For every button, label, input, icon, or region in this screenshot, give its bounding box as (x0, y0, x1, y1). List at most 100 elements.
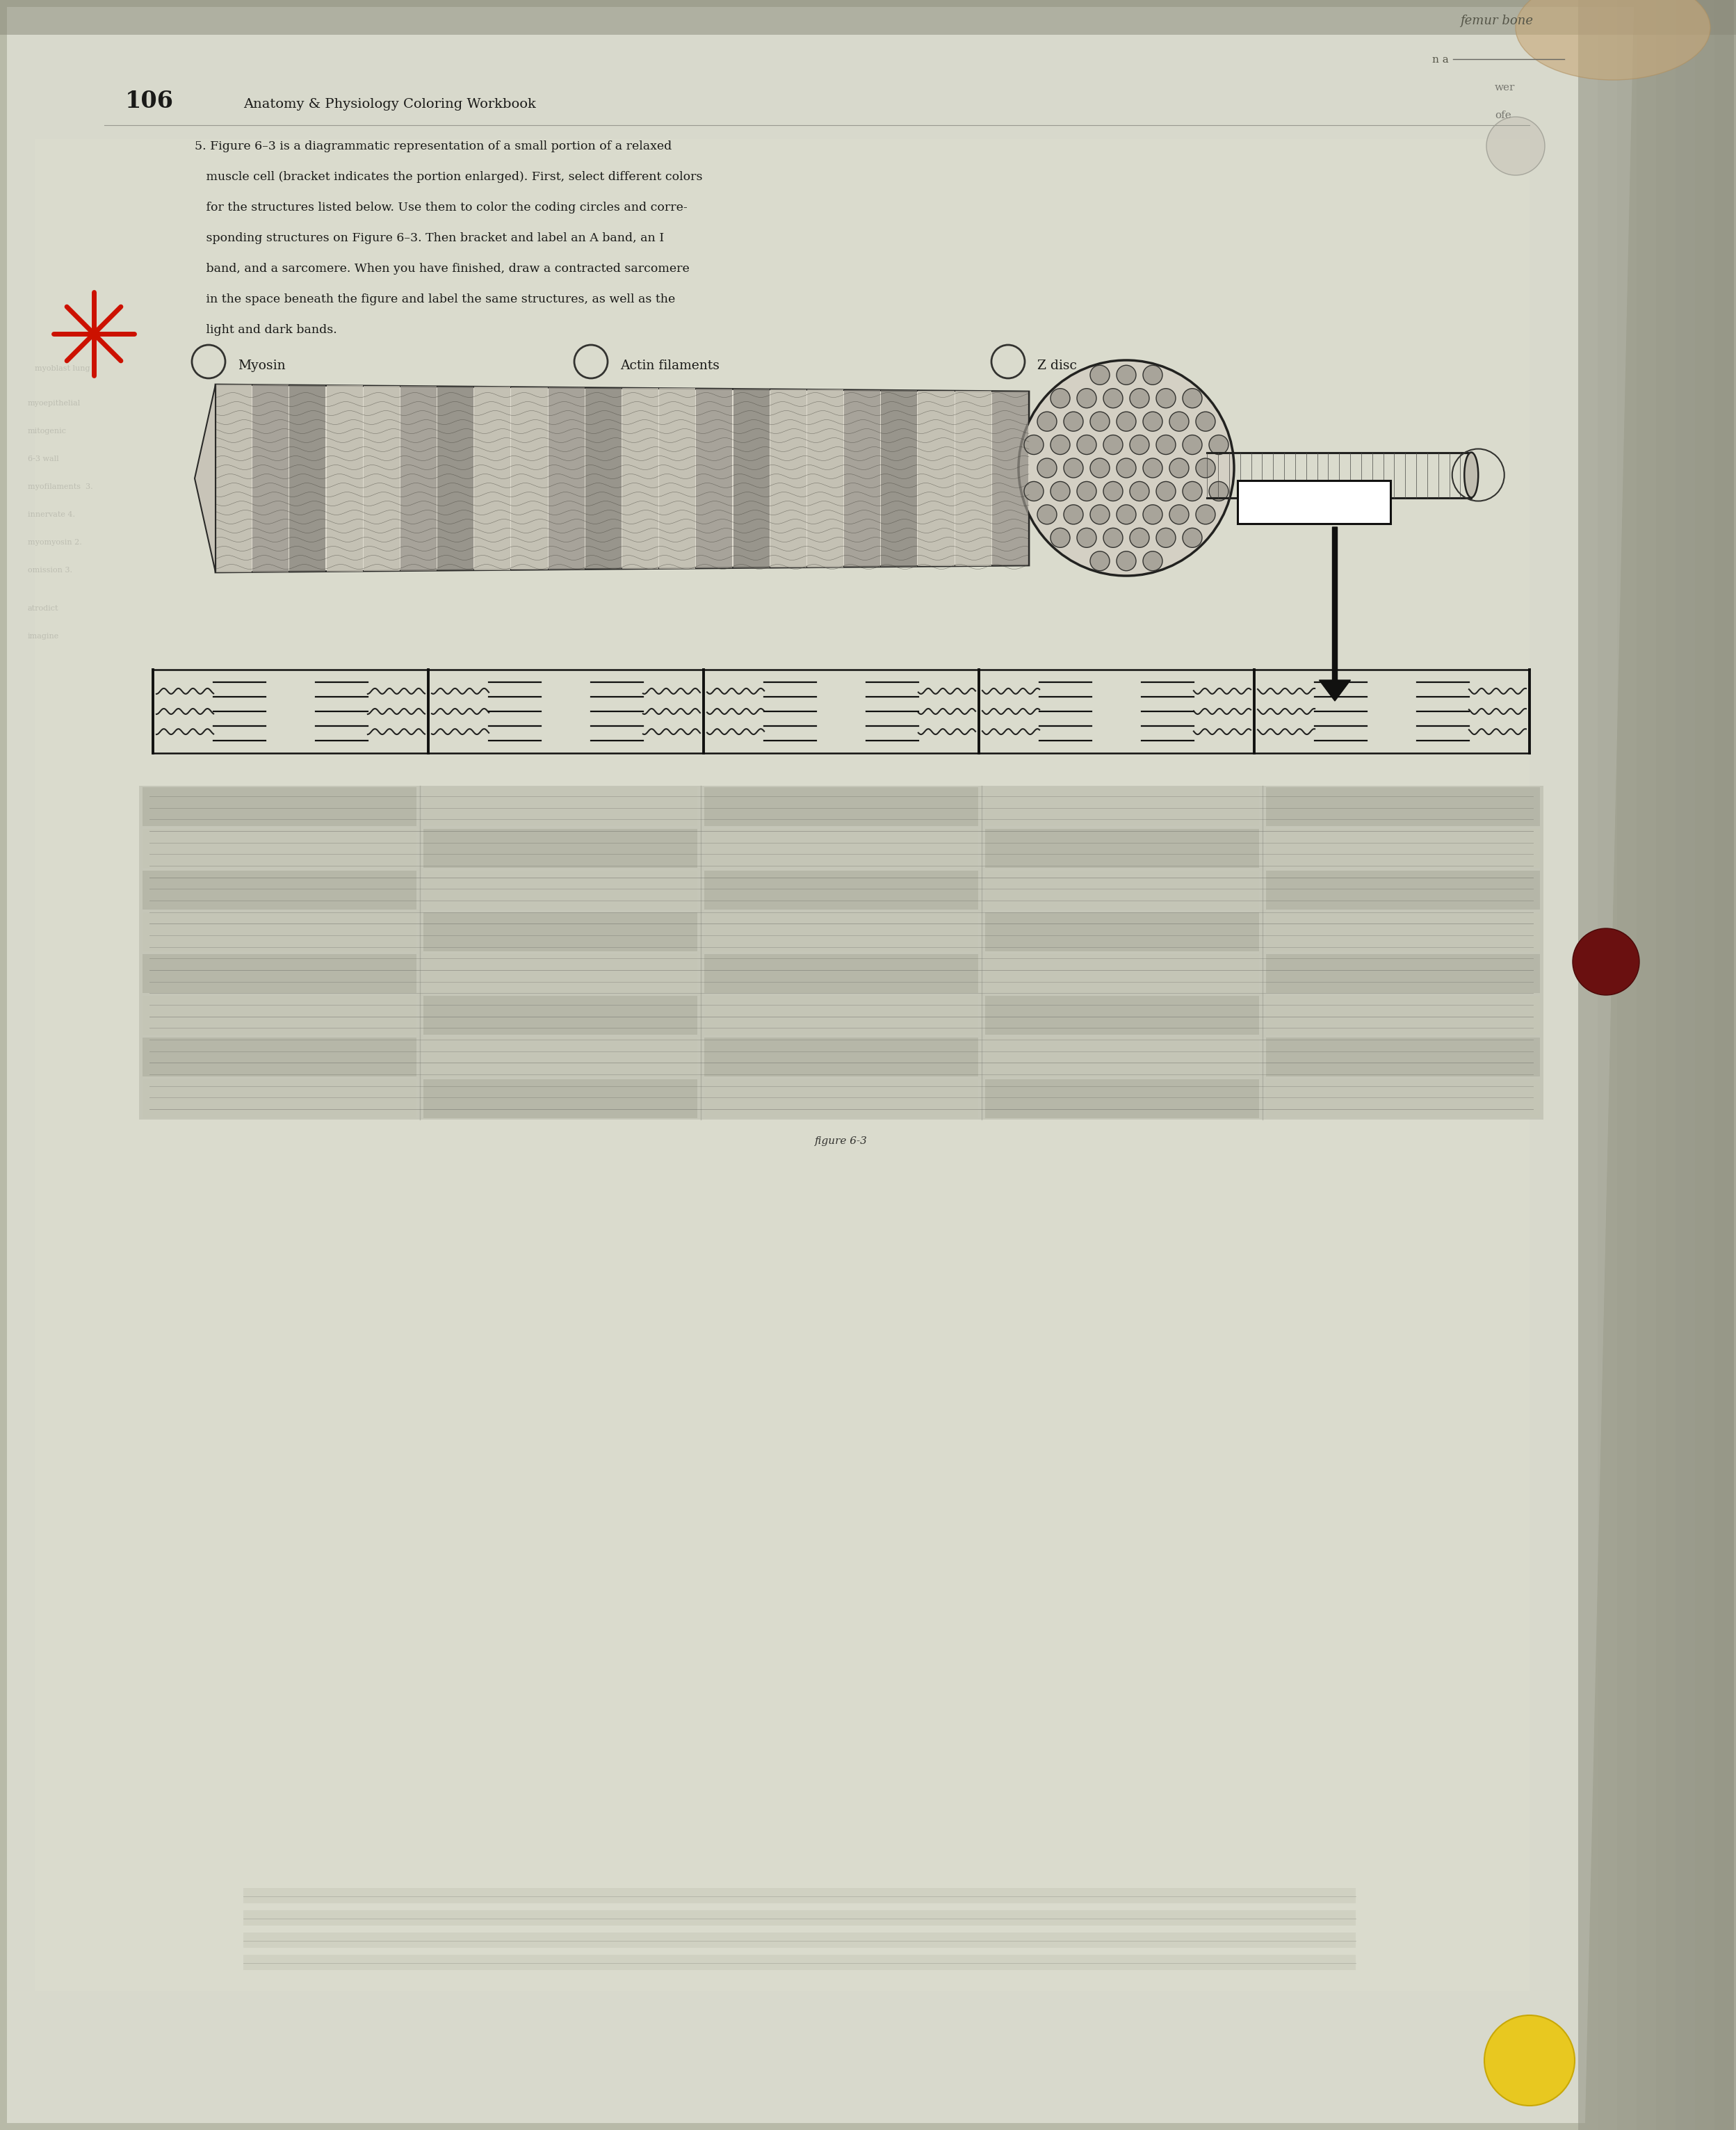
Bar (1637, 0, 1656, 2130)
Text: band, and a sarcomere. When you have finished, draw a contracted sarcomere: band, and a sarcomere. When you have fin… (194, 262, 689, 275)
Circle shape (1064, 505, 1083, 524)
Text: 6-3 wall: 6-3 wall (28, 456, 59, 462)
Bar (424, 912, 698, 952)
Circle shape (1142, 505, 1163, 524)
Text: for the structures listed below. Use them to color the coding circles and corre-: for the structures listed below. Use the… (194, 202, 687, 213)
Bar (1266, 1080, 1540, 1118)
Text: 106: 106 (125, 89, 174, 113)
Circle shape (1090, 364, 1109, 386)
Bar (326, 386, 363, 571)
Ellipse shape (1465, 452, 1479, 498)
Circle shape (1038, 458, 1057, 477)
Bar (807, 390, 844, 567)
Bar (424, 1080, 698, 1118)
Bar (1656, 0, 1675, 2130)
Circle shape (1486, 117, 1545, 175)
Circle shape (1130, 435, 1149, 454)
Circle shape (1104, 481, 1123, 501)
Circle shape (1104, 435, 1123, 454)
Bar (424, 829, 698, 867)
Polygon shape (7, 6, 1634, 2124)
Circle shape (1142, 552, 1163, 571)
Circle shape (1130, 528, 1149, 547)
Polygon shape (215, 386, 1029, 573)
Bar (424, 954, 698, 993)
Text: mitogenic: mitogenic (28, 428, 66, 435)
Circle shape (1196, 458, 1215, 477)
Circle shape (1038, 505, 1057, 524)
Bar (660, 388, 696, 569)
Bar (705, 788, 977, 826)
Bar (882, 390, 917, 567)
Bar (705, 997, 977, 1035)
Circle shape (1156, 435, 1175, 454)
Bar (984, 871, 1259, 910)
Bar (142, 788, 417, 826)
Text: omission 3.: omission 3. (28, 567, 73, 573)
Polygon shape (194, 386, 215, 573)
Bar (424, 1037, 698, 1076)
Circle shape (1130, 388, 1149, 409)
Circle shape (1182, 528, 1201, 547)
Bar (512, 388, 547, 571)
Bar (243, 1911, 1356, 1926)
Text: 5. Figure 6–3 is a diagrammatic representation of a small portion of a relaxed: 5. Figure 6–3 is a diagrammatic represen… (194, 141, 672, 151)
Bar (771, 390, 806, 567)
Circle shape (1064, 411, 1083, 430)
Text: Z disc: Z disc (1038, 360, 1076, 373)
Circle shape (1116, 411, 1135, 430)
Bar (1266, 871, 1540, 910)
Text: myoblast lung: myoblast lung (35, 364, 90, 373)
Bar (424, 871, 698, 910)
Circle shape (1182, 388, 1201, 409)
Circle shape (1130, 481, 1149, 501)
Circle shape (1024, 435, 1043, 454)
Bar (424, 788, 698, 826)
Bar (844, 390, 880, 567)
Circle shape (1208, 481, 1229, 501)
Circle shape (1019, 360, 1234, 575)
Bar (290, 386, 326, 571)
Bar (549, 388, 585, 569)
Circle shape (1064, 458, 1083, 477)
Circle shape (1038, 411, 1057, 430)
Circle shape (1170, 505, 1189, 524)
Text: Myosin: Myosin (238, 360, 285, 373)
Bar (243, 1887, 1356, 1904)
Bar (984, 954, 1259, 993)
Bar (705, 829, 977, 867)
Circle shape (1116, 458, 1135, 477)
Bar (437, 386, 474, 571)
Circle shape (1050, 528, 1069, 547)
Text: Actin filaments: Actin filaments (620, 360, 719, 373)
Circle shape (1116, 364, 1135, 386)
Circle shape (1170, 458, 1189, 477)
Text: wer: wer (1495, 83, 1516, 92)
Bar (696, 388, 733, 569)
Circle shape (1090, 505, 1109, 524)
Bar (585, 388, 621, 569)
Circle shape (1484, 2015, 1575, 2107)
Circle shape (1196, 505, 1215, 524)
Bar (1675, 0, 1694, 2130)
Circle shape (1090, 458, 1109, 477)
Circle shape (1104, 388, 1123, 409)
Bar (621, 388, 658, 569)
Circle shape (1076, 528, 1097, 547)
Bar (984, 997, 1259, 1035)
Circle shape (1024, 481, 1043, 501)
Bar (955, 392, 991, 567)
Circle shape (1090, 552, 1109, 571)
Bar (243, 1932, 1356, 1947)
Bar (705, 1080, 977, 1118)
Bar (1578, 0, 1597, 2130)
Bar (705, 871, 977, 910)
Text: femur bone: femur bone (1460, 15, 1533, 28)
Bar (984, 1037, 1259, 1076)
Bar (1266, 829, 1540, 867)
Text: ofe: ofe (1495, 111, 1512, 119)
Bar (1618, 0, 1637, 2130)
Text: figure 6-3: figure 6-3 (814, 1135, 868, 1146)
Bar (35, 138, 1529, 1992)
Circle shape (1182, 435, 1201, 454)
